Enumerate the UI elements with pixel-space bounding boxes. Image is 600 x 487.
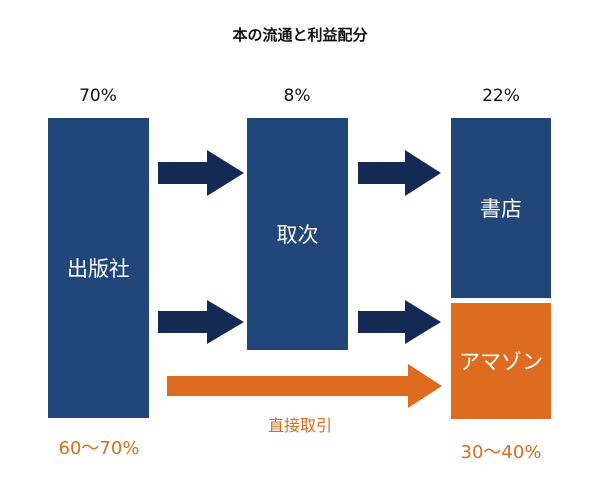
- distributor-label: 取次: [276, 223, 319, 247]
- diagram-title: 本の流通と利益配分: [232, 26, 368, 44]
- distributor-box: 取次: [247, 118, 348, 350]
- amazon-label: アマゾン: [459, 350, 543, 374]
- arrow-publisher-to-distributor-upper: [158, 150, 244, 196]
- bookstore-box: 書店: [451, 118, 551, 298]
- publisher-direct-share: 60〜70%: [58, 438, 140, 459]
- amazon-box: アマゾン: [451, 303, 551, 419]
- bookstore-percent: 22%: [482, 86, 520, 106]
- arrow-direct-to-amazon: [167, 364, 442, 408]
- arrow-distributor-to-bookstore: [358, 150, 441, 196]
- arrow-publisher-to-distributor-lower: [158, 300, 244, 344]
- publisher-percent: 70%: [79, 86, 117, 106]
- direct-trade-label: 直接取引: [267, 416, 332, 435]
- bookstore-label: 書店: [480, 197, 522, 221]
- arrow-distributor-to-amazon: [358, 300, 441, 344]
- distributor-percent: 8%: [283, 86, 311, 106]
- publisher-box: 出版社: [48, 118, 149, 418]
- publisher-label: 出版社: [67, 257, 130, 281]
- amazon-direct-share: 30〜40%: [460, 442, 542, 463]
